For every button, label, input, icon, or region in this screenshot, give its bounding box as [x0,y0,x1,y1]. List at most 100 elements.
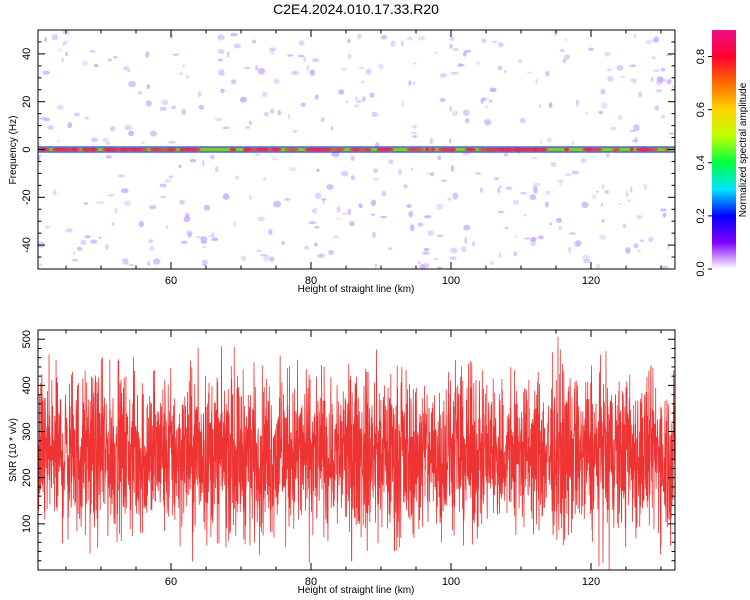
speckle-mark [331,126,333,131]
speckle-mark [355,99,363,104]
speckle-mark [557,179,565,182]
speckle-mark [439,73,447,78]
speckle-mark [77,246,83,251]
speckle-mark [220,88,225,94]
speckle-mark [365,68,372,75]
speckle-mark [514,235,517,239]
speckle-mark [565,173,572,177]
speckle-mark [449,256,457,261]
colorbar-label: Normalized spectral amplitude [738,82,749,217]
speckle-mark [576,100,579,107]
speckle-mark [350,175,355,180]
signal-band-peak [511,147,525,152]
speckle-mark [314,94,319,100]
speckle-mark [148,205,157,210]
speckle-mark [671,85,675,88]
signal-band-peak [269,147,282,152]
speckle-mark [350,155,355,161]
speckle-mark [464,49,472,53]
speckle-mark [513,199,519,205]
signal-band-peak [537,147,549,152]
speckle-mark [645,39,653,45]
speckle-mark [379,216,388,219]
speckle-mark [388,159,394,165]
speckle-mark [150,130,157,137]
signal-band-peak [354,147,368,152]
speckle-mark [167,141,176,144]
speckle-mark [457,62,462,68]
speckle-mark [371,213,375,216]
speckle-mark [313,207,317,215]
speckle-mark [268,229,273,235]
speckle-mark [187,231,192,238]
colorbar-tick-label: 0.8 [695,49,707,64]
speckle-mark [233,222,236,227]
snr-y-label: SNR (10 * v/v) [8,418,19,482]
speckle-mark [657,76,664,83]
speckle-mark [110,125,116,132]
speckle-mark [462,151,471,156]
y-tick-label: 300 [21,422,33,440]
speckle-mark [82,60,88,67]
speckle-mark [406,204,412,208]
speckle-mark [182,64,185,67]
speckle-mark [120,188,129,194]
speckle-mark [601,102,608,109]
speckle-mark [181,240,188,244]
speckle-mark [345,100,348,104]
speckle-mark [463,224,471,231]
speckle-mark [423,247,430,252]
speckle-mark [316,168,320,172]
speckle-mark [451,71,459,75]
speckle-mark [215,166,219,173]
speckle-mark [210,232,216,237]
speckle-mark [114,207,118,214]
speckle-mark [622,223,627,229]
speckle-mark [648,236,654,243]
speckle-mark [544,201,549,208]
speckle-mark [461,246,467,253]
speckle-mark [152,258,161,265]
speckle-mark [84,116,90,120]
speckle-mark [272,157,278,161]
signal-band-peak [406,147,418,152]
speckle-mark [170,33,174,40]
speckle-mark [58,48,61,52]
speckle-mark [532,185,538,193]
speckle-mark [437,266,443,269]
speckle-mark [545,70,550,77]
speckle-mark [491,40,498,44]
speckle-mark [494,177,499,181]
speckle-mark [408,80,412,86]
speckle-mark [633,124,640,132]
speckle-mark [326,184,334,190]
speckle-mark [401,41,404,47]
speckle-mark [252,39,257,44]
speckle-mark [44,37,47,43]
speckle-mark [98,236,102,239]
colorbar-tick-label: 0.4 [695,155,707,170]
speckle-mark [634,136,639,144]
speckle-mark [287,54,294,57]
speckle-mark [195,236,202,239]
speckle-mark [375,142,380,148]
speckle-mark [358,203,363,209]
speckle-mark [84,235,91,239]
speckle-mark [273,200,282,208]
signal-band-peak [629,147,634,152]
speckle-mark [181,108,187,115]
speckle-mark [434,257,438,261]
speckle-mark [532,182,541,187]
speckle-mark [371,111,378,118]
speckle-mark [539,103,542,109]
signal-band-peak [582,147,598,152]
speckle-mark [239,96,247,103]
speckle-mark [600,88,606,95]
speckle-mark [233,43,242,49]
signal-band-peak [229,147,237,152]
snr-panel: 60 80 100 120 100 200 300 400 500 Height of str… [8,329,676,596]
speckle-mark [667,243,670,250]
speckle-mark [360,80,366,84]
speckle-mark [559,49,565,52]
signal-band-peak [425,147,430,152]
